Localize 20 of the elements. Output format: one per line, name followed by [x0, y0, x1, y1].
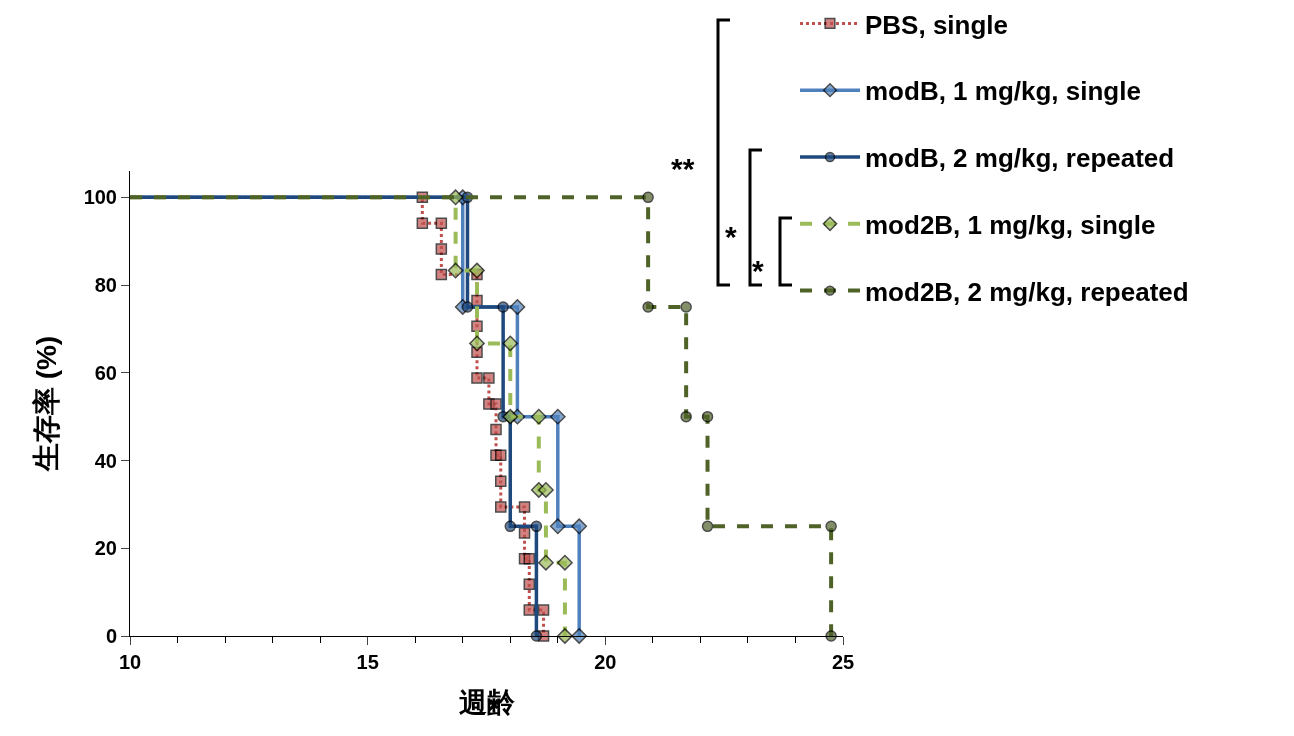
y-tick-label: 60 — [94, 361, 117, 384]
y-tick-label: 20 — [94, 537, 117, 560]
annotation: * — [752, 254, 764, 287]
y-tick-label: 100 — [83, 186, 117, 209]
x-tick-label: 25 — [831, 651, 855, 673]
legend-label: mod2B, 1 mg/kg, single — [865, 209, 1156, 240]
x-tick-label: 15 — [356, 651, 379, 673]
y-axis-title: 生存率 (%) — [31, 335, 63, 473]
y-tick-label: 80 — [94, 274, 117, 297]
legend-label: modB, 2 mg/kg, repeated — [865, 143, 1175, 174]
legend-label: PBS, single — [865, 9, 1009, 40]
annotation: * — [725, 220, 737, 253]
y-tick-label: 0 — [105, 625, 117, 647]
legend-label: mod2B, 2 mg/kg, repeated — [865, 276, 1189, 307]
x-tick-label: 10 — [118, 651, 142, 673]
annotation: ** — [671, 152, 695, 185]
x-tick-label: 20 — [594, 651, 617, 673]
x-axis-title: 週齢 — [458, 687, 515, 719]
legend-label: modB, 1 mg/kg, single — [865, 76, 1141, 107]
y-tick-label: 40 — [94, 449, 117, 472]
